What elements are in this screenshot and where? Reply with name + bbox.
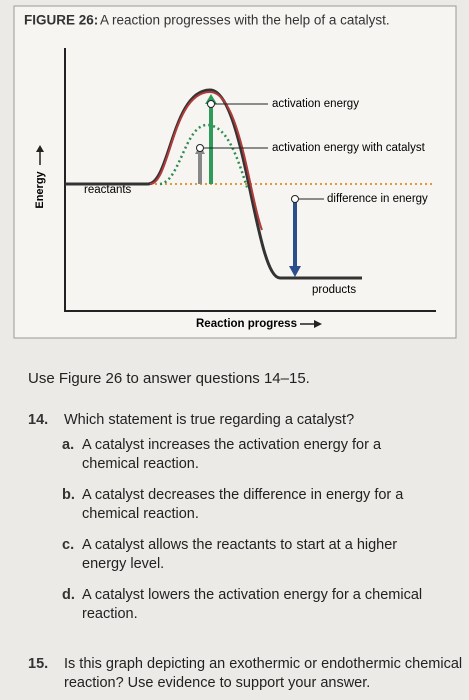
option-letter: d. — [62, 587, 75, 603]
catalyzed-curve — [159, 123, 250, 191]
arrowhead — [314, 320, 322, 328]
marker — [291, 195, 299, 203]
option-text: A catalyst decreases the difference in e… — [82, 487, 404, 522]
arrowhead — [289, 266, 301, 277]
label: reactants — [84, 184, 132, 196]
figure: FIGURE 26: A reaction progresses with th… — [13, 5, 457, 339]
question-number: 14. — [28, 412, 49, 428]
figure-caption: A reaction progresses with the help of a… — [100, 13, 390, 28]
y-axis-label: Energy — [34, 170, 46, 208]
curve-highlight — [149, 90, 263, 231]
option-text: A catalyst increases the activation ener… — [82, 437, 382, 472]
label: activation energy — [272, 98, 359, 110]
x-axis-label: Reaction progress — [196, 318, 297, 330]
option-letter: a. — [62, 437, 75, 453]
option-letter: c. — [62, 537, 75, 553]
question-text: Which statement is true regarding a cata… — [64, 412, 355, 428]
figure-label: FIGURE 26: — [24, 13, 98, 28]
marker — [196, 144, 204, 152]
marker — [207, 100, 215, 108]
arrowhead — [36, 145, 44, 152]
option-letter: b. — [62, 487, 75, 503]
option-text: A catalyst lowers the activation energy … — [82, 587, 423, 622]
question-number: 15. — [28, 656, 49, 672]
instruction: Use Figure 26 to answer questions 14–15. — [28, 370, 310, 387]
label: difference in energy — [327, 193, 428, 205]
label: products — [312, 284, 356, 296]
question-text: Is this graph depicting an exothermic or… — [64, 656, 463, 691]
figure-frame — [13, 5, 457, 339]
label: activation energy with catalyst — [272, 142, 426, 154]
option-text: A catalyst allows the reactants to start… — [82, 537, 398, 572]
